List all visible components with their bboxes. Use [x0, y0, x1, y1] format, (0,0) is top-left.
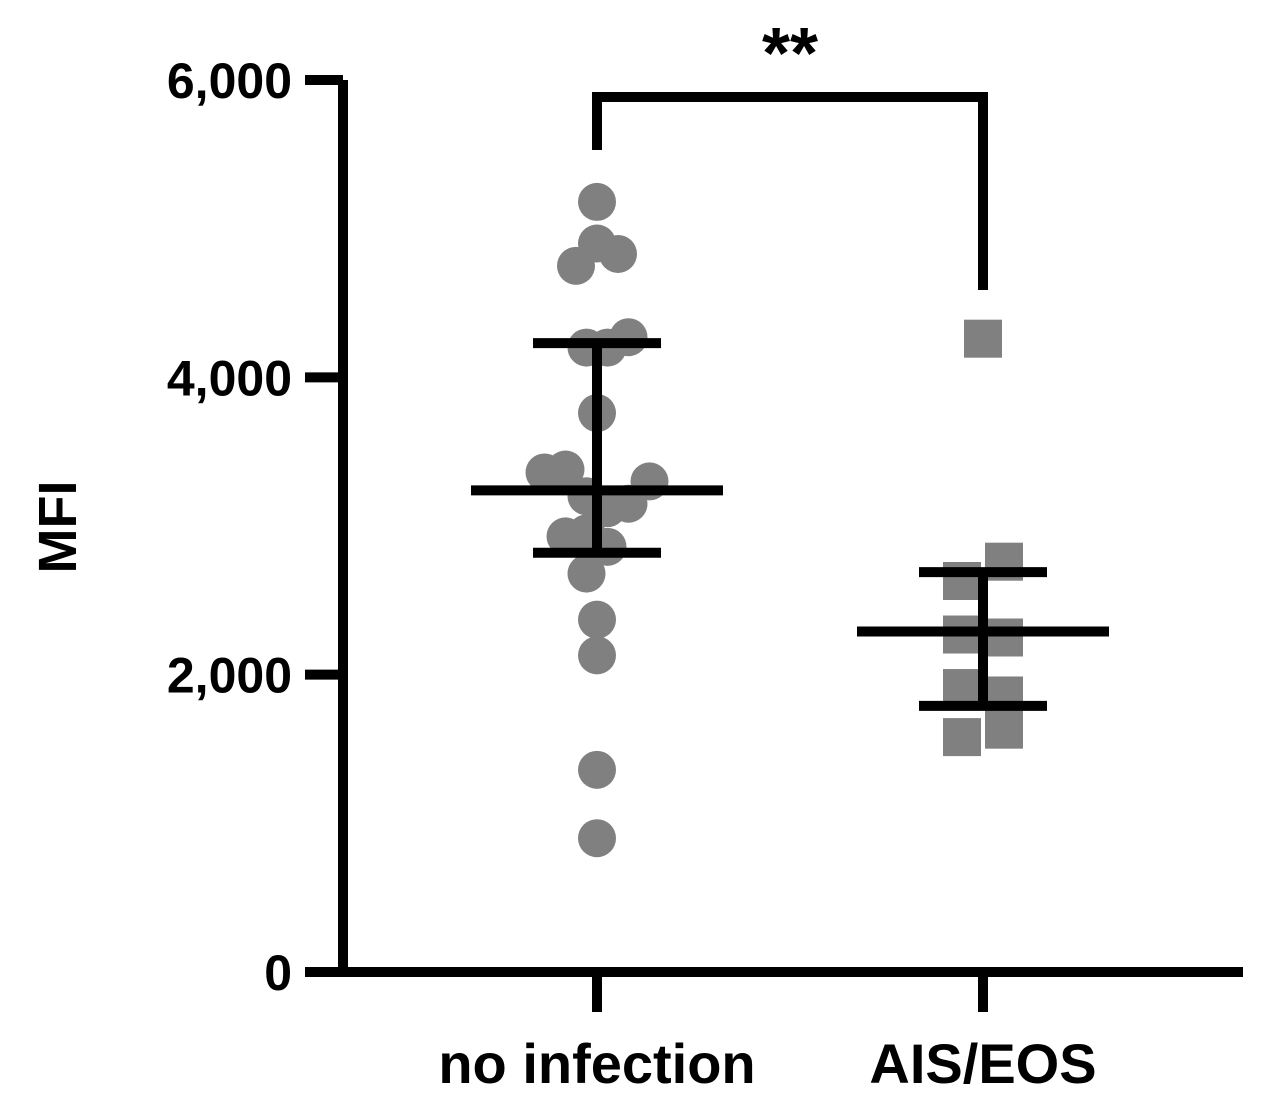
y-tick-label: 2,000	[167, 648, 292, 704]
y-tick-label: 4,000	[167, 350, 292, 406]
data-point-circle	[578, 600, 616, 639]
data-point-circle	[546, 450, 585, 489]
data-point-circle	[578, 819, 616, 858]
data-point-circle	[599, 234, 637, 273]
data-point-circle	[578, 636, 616, 675]
significance-bracket: **	[592, 14, 988, 290]
data-point-circle	[557, 246, 595, 285]
x-ticks: no infection AIS/EOS	[438, 972, 1097, 1095]
data-point-square	[943, 718, 981, 757]
error-bars	[471, 338, 1109, 711]
data-point-circle	[578, 182, 616, 221]
data-point-circle	[578, 750, 616, 789]
axes	[338, 80, 1243, 977]
y-axis-title: MFI	[28, 481, 88, 574]
significance-label: **	[762, 14, 818, 94]
data-point-square	[985, 710, 1023, 749]
data-point-square	[943, 669, 981, 708]
y-tick-label: 0	[264, 945, 292, 1001]
y-tick-label: 6,000	[167, 53, 292, 109]
data-point-square	[985, 618, 1023, 657]
significance-bracket-line	[592, 92, 988, 290]
x-category-label: no infection	[438, 1032, 755, 1095]
data-point-circle	[567, 554, 606, 593]
x-category-label: AIS/EOS	[869, 1032, 1096, 1095]
data-point-square	[964, 319, 1002, 358]
y-ticks: 0 2,000 4,000 6,000	[167, 53, 343, 1001]
